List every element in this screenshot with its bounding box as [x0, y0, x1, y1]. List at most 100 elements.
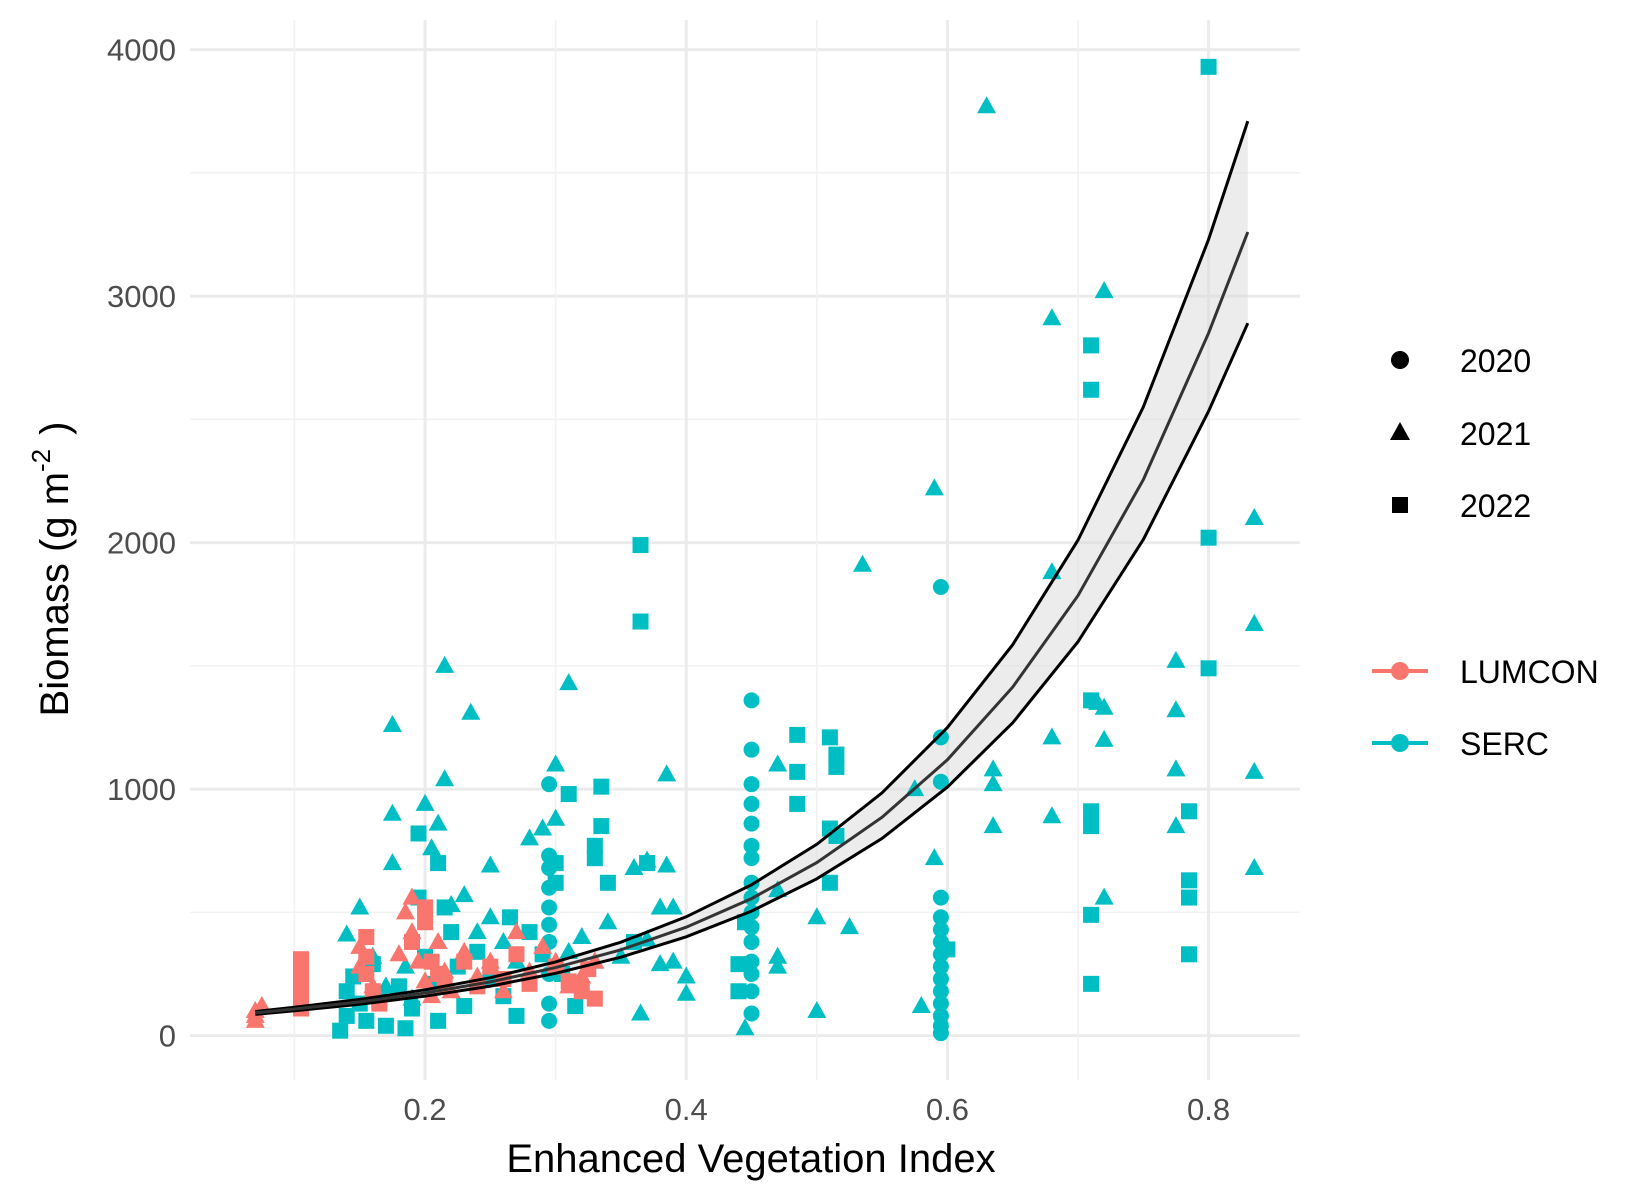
point-serc-2021 — [1042, 727, 1062, 745]
x-axis-title: Enhanced Vegetation Index — [506, 1137, 995, 1181]
point-serc-2022 — [436, 899, 453, 916]
point-serc-2020 — [743, 837, 760, 854]
point-lumcon-2022 — [358, 929, 375, 946]
point-serc-2020 — [932, 909, 949, 926]
point-serc-2021 — [559, 941, 579, 959]
point-serc-2022 — [821, 874, 838, 891]
point-serc-2021 — [533, 818, 553, 836]
point-serc-2022 — [1083, 803, 1100, 820]
point-serc-2021 — [422, 838, 442, 856]
point-lumcon-2021 — [409, 951, 429, 969]
point-serc-2022 — [430, 1012, 447, 1029]
x-tick-label: 0.4 — [665, 1092, 708, 1127]
fit-lower-line — [255, 322, 1250, 1016]
point-serc-2020 — [932, 578, 949, 595]
y-tick-label: 3000 — [107, 279, 176, 314]
point-lumcon-2022 — [404, 933, 420, 950]
point-serc-2021 — [572, 927, 592, 945]
point-serc-2021 — [1166, 759, 1186, 777]
point-serc-2022 — [1200, 529, 1217, 546]
point-serc-2021 — [454, 885, 474, 903]
point-lumcon-2021 — [428, 931, 448, 949]
point-serc-2021 — [657, 764, 677, 782]
point-lumcon-2022 — [423, 953, 440, 970]
point-serc-2022 — [521, 924, 538, 941]
point-lumcon-2022 — [293, 966, 309, 982]
legend-triangle-marker — [1390, 422, 1410, 440]
point-lumcon-2022 — [364, 983, 381, 1000]
point-serc-2020 — [932, 958, 949, 975]
point-serc-2021 — [395, 956, 415, 974]
legend: 2020 2021 2022 LUMCON SERC — [1372, 343, 1599, 762]
point-serc-2021 — [676, 983, 696, 1001]
y-axis-title-close: ) — [33, 422, 77, 435]
point-serc-2021 — [663, 951, 683, 969]
x-tick-label: 0.6 — [926, 1092, 969, 1127]
point-serc-2022 — [730, 983, 747, 1000]
point-serc-2021 — [911, 996, 931, 1014]
x-tick-label: 0.8 — [1187, 1092, 1230, 1127]
point-serc-2021 — [983, 816, 1003, 834]
point-serc-2020 — [932, 773, 949, 790]
point-serc-2021 — [337, 924, 357, 942]
point-serc-2021 — [461, 702, 481, 720]
point-serc-2020 — [743, 1005, 760, 1022]
point-serc-2022 — [560, 786, 577, 803]
y-axis-title-superscript: -2 — [26, 449, 56, 472]
point-serc-2021 — [382, 715, 402, 733]
point-serc-2022 — [404, 1000, 420, 1017]
point-serc-2021 — [983, 774, 1003, 792]
point-serc-2022 — [593, 778, 610, 795]
point-serc-2020 — [541, 995, 558, 1012]
point-serc-2020 — [743, 850, 760, 867]
point-serc-2022 — [730, 956, 747, 973]
point-lumcon-2022 — [293, 951, 309, 968]
point-serc-2020 — [743, 815, 760, 832]
legend-label-2020: 2020 — [1460, 343, 1531, 379]
point-serc-2021 — [382, 803, 402, 821]
point-serc-2021 — [382, 853, 402, 871]
point-lumcon-2021 — [389, 944, 409, 962]
legend-point-lumcon — [1391, 662, 1409, 680]
point-serc-2021 — [467, 922, 487, 940]
point-lumcon-2021 — [493, 981, 513, 999]
point-lumcon-2021 — [415, 971, 435, 989]
point-serc-2020 — [541, 1012, 558, 1029]
point-serc-2020 — [541, 776, 558, 793]
point-serc-2020 — [932, 983, 949, 1000]
y-tick-label: 4000 — [107, 33, 176, 68]
point-lumcon-2022 — [456, 953, 473, 970]
point-serc-2021 — [480, 907, 500, 925]
point-serc-2021 — [839, 917, 859, 935]
legend-label-2021: 2021 — [1460, 416, 1531, 452]
fit-lines — [255, 120, 1250, 1016]
point-serc-2022 — [789, 726, 806, 743]
point-serc-2020 — [932, 1025, 949, 1042]
legend-color-lumcon: LUMCON — [1372, 654, 1599, 690]
point-serc-2021 — [624, 858, 644, 875]
point-lumcon-2022 — [573, 983, 590, 1000]
point-serc-2020 — [932, 921, 949, 938]
point-serc-2022 — [1083, 906, 1100, 923]
point-lumcon-2022 — [586, 990, 603, 1007]
point-serc-2021 — [520, 828, 540, 846]
point-serc-2022 — [632, 613, 649, 630]
legend-label-serc: SERC — [1460, 726, 1549, 762]
point-serc-2021 — [480, 855, 500, 873]
point-serc-2021 — [559, 673, 579, 691]
point-serc-2022 — [632, 537, 649, 554]
point-serc-2021 — [631, 1003, 651, 1021]
point-serc-2020 — [541, 899, 558, 916]
point-serc-2021 — [493, 931, 513, 949]
point-serc-2021 — [1244, 761, 1264, 779]
point-serc-2021 — [924, 848, 944, 866]
point-serc-2020 — [932, 889, 949, 906]
point-serc-2021 — [546, 808, 566, 826]
point-serc-2021 — [977, 96, 997, 114]
point-serc-2022 — [1083, 692, 1100, 709]
point-serc-2021 — [1042, 308, 1062, 326]
point-lumcon-2022 — [358, 966, 375, 982]
point-serc-2021 — [1244, 613, 1264, 631]
point-serc-2022 — [789, 795, 806, 812]
point-serc-2022 — [397, 1020, 414, 1037]
